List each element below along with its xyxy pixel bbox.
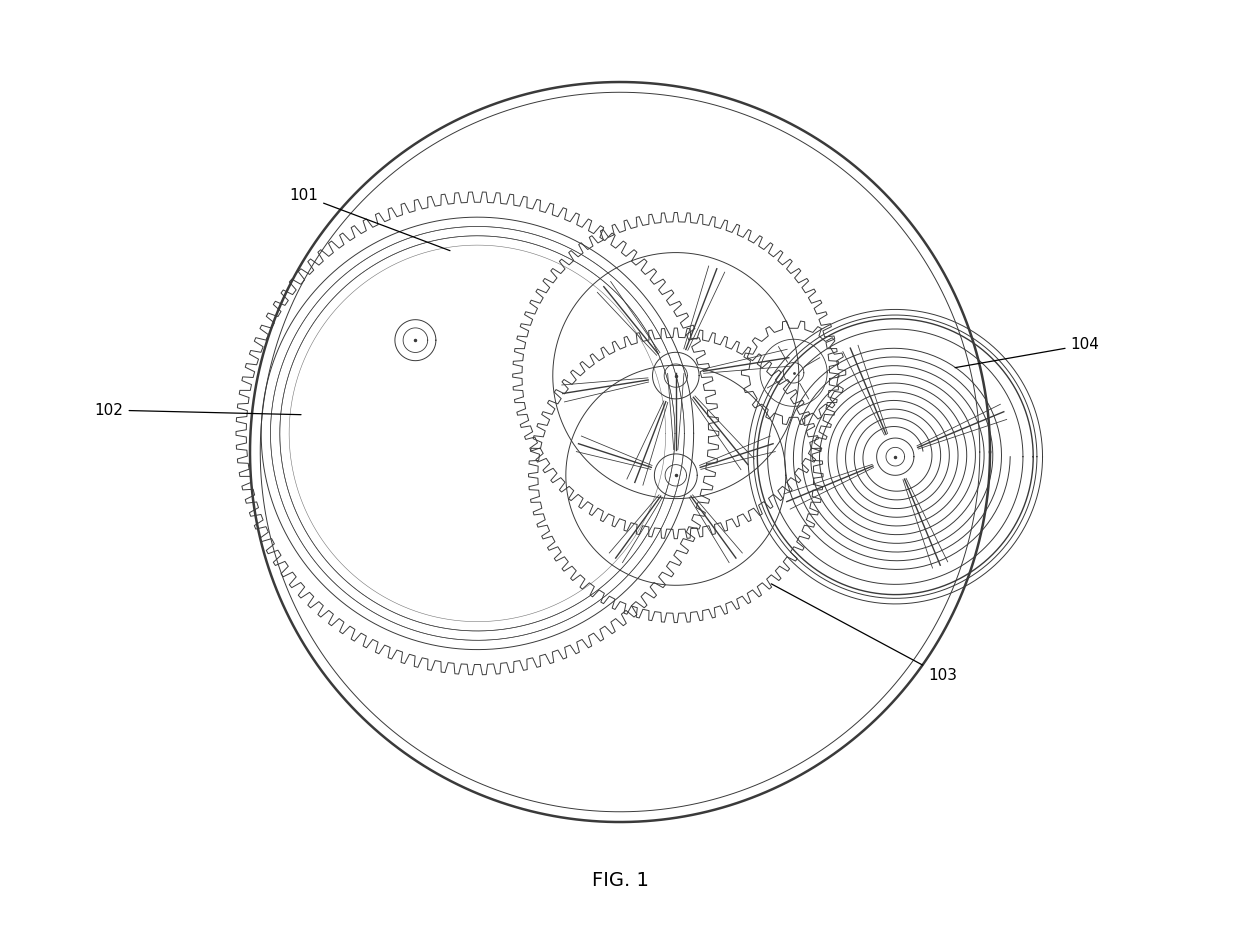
Text: 101: 101 [289,188,450,251]
Text: FIG. 1: FIG. 1 [591,871,649,890]
Text: 103: 103 [771,583,957,683]
Text: 102: 102 [94,403,301,418]
Text: 104: 104 [955,337,1100,367]
